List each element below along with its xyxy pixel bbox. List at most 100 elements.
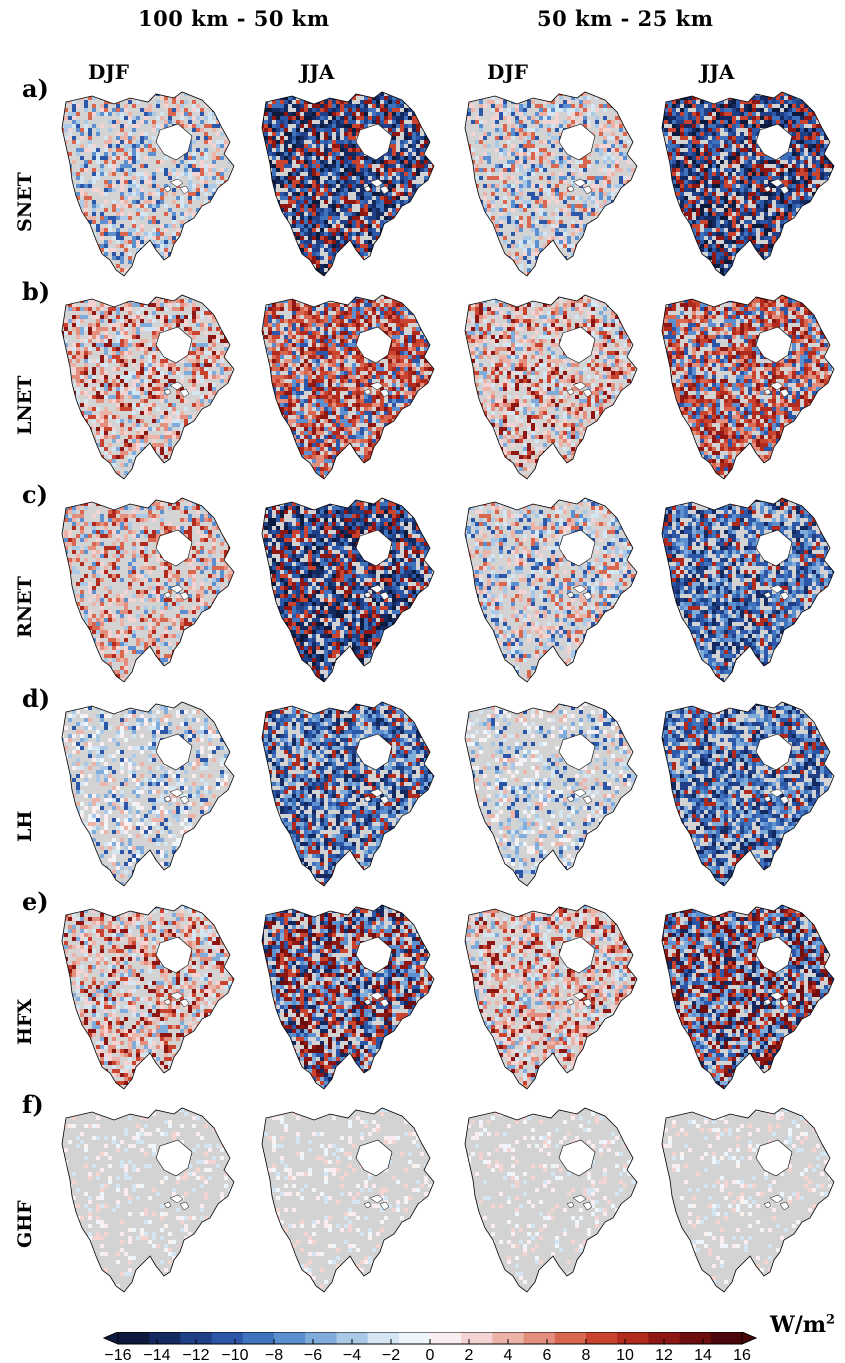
great-lake	[179, 185, 190, 195]
hudson-bay	[755, 123, 793, 161]
colorbar-tick-label: 4	[504, 1347, 513, 1362]
colorbar-tick-label: 10	[616, 1347, 634, 1362]
panel-row-letter: c)	[22, 480, 48, 509]
great-lake	[572, 1194, 587, 1204]
great-lake	[779, 185, 790, 195]
panel-row-letter: f)	[22, 1090, 44, 1119]
hudson-bay	[755, 1139, 793, 1177]
colorbar-tick-label: 8	[582, 1347, 591, 1362]
colorbar-left-arrow	[102, 1332, 119, 1345]
great-lake	[763, 388, 772, 396]
column-group-right-title: 50 km - 25 km	[537, 6, 713, 31]
great-lake	[763, 998, 772, 1006]
hudson-bay	[558, 529, 596, 567]
coastline	[464, 497, 638, 683]
colorbar-swatch	[336, 1332, 369, 1344]
map-panel	[652, 490, 842, 690]
map-panel	[252, 1100, 442, 1300]
variable-label: LH	[14, 811, 36, 842]
coastline	[61, 91, 235, 277]
coastline	[61, 497, 235, 683]
season-header-3: DJF	[487, 60, 528, 84]
panel-row-letter: a)	[22, 74, 49, 103]
hudson-bay	[355, 529, 393, 567]
great-lake	[379, 998, 390, 1008]
coastline	[61, 904, 235, 1090]
great-lake	[179, 591, 190, 601]
panel-row-letter: e)	[22, 887, 49, 916]
coastline	[61, 294, 235, 480]
great-lake	[566, 1201, 575, 1209]
great-lake	[779, 998, 790, 1008]
colorbar-tick-label: 2	[465, 1347, 474, 1362]
great-lake	[572, 788, 587, 798]
great-lake	[169, 381, 184, 391]
great-lake	[572, 991, 587, 1001]
great-lake	[763, 185, 772, 193]
season-header-1: DJF	[88, 60, 129, 84]
colorbar-swatch	[523, 1332, 556, 1344]
coastline	[464, 904, 638, 1090]
map-panel	[455, 897, 645, 1097]
variable-label: HFX	[14, 999, 36, 1045]
great-lake	[582, 388, 593, 398]
colorbar-tick-label: −8	[265, 1347, 283, 1362]
colorbar-swatch	[305, 1332, 337, 1344]
great-lake	[379, 1201, 390, 1211]
great-lake	[169, 584, 184, 594]
hudson-bay	[558, 123, 596, 161]
great-lake	[179, 795, 190, 805]
coastline	[464, 294, 638, 480]
great-lake	[163, 591, 172, 599]
great-lake	[582, 591, 593, 601]
colorbar-swatch	[367, 1332, 400, 1344]
hudson-bay	[755, 529, 793, 567]
colorbar-swatch	[461, 1332, 493, 1344]
great-lake	[363, 591, 372, 599]
map-panel	[455, 694, 645, 894]
hudson-bay	[355, 936, 393, 974]
coastline	[261, 91, 435, 277]
colorbar-swatch	[679, 1332, 712, 1344]
map-panel	[52, 694, 242, 894]
great-lake	[163, 795, 172, 803]
hudson-bay	[755, 936, 793, 974]
great-lake	[763, 1201, 772, 1209]
map-panel	[455, 490, 645, 690]
great-lake	[169, 1194, 184, 1204]
colorbar: −16 −14 −12 −10 −8 −6 −4 −2 0 2 4 6 8 10 12 14 16	[102, 1332, 758, 1362]
great-lake	[169, 178, 184, 188]
coastline	[464, 91, 638, 277]
map-panel	[252, 490, 442, 690]
great-lake	[566, 185, 575, 193]
great-lake	[572, 381, 587, 391]
map-panel	[652, 897, 842, 1097]
hudson-bay	[558, 1139, 596, 1177]
colorbar-unit: W/m2	[770, 1312, 835, 1338]
hudson-bay	[155, 529, 193, 567]
map-panel	[52, 287, 242, 487]
great-lake	[369, 381, 384, 391]
coastline	[261, 701, 435, 887]
hudson-bay	[558, 326, 596, 364]
great-lake	[779, 591, 790, 601]
colorbar-swatch	[648, 1332, 681, 1344]
hudson-bay	[558, 936, 596, 974]
variable-label: LNET	[14, 376, 36, 435]
great-lake	[769, 991, 784, 1001]
great-lake	[566, 998, 575, 1006]
map-panel	[652, 694, 842, 894]
great-lake	[163, 388, 172, 396]
coastline	[661, 497, 835, 683]
colorbar-tick-label: −16	[104, 1347, 131, 1362]
colorbar-swatch	[211, 1332, 244, 1344]
map-panel	[52, 84, 242, 284]
colorbar-swatch	[242, 1332, 275, 1344]
variable-label: RNET	[14, 576, 36, 638]
map-panel	[252, 287, 442, 487]
colorbar-tick-label: −10	[221, 1347, 248, 1362]
coastline	[464, 701, 638, 887]
column-group-left-title: 100 km - 50 km	[138, 6, 330, 31]
colorbar-swatch	[586, 1332, 618, 1344]
great-lake	[369, 788, 384, 798]
